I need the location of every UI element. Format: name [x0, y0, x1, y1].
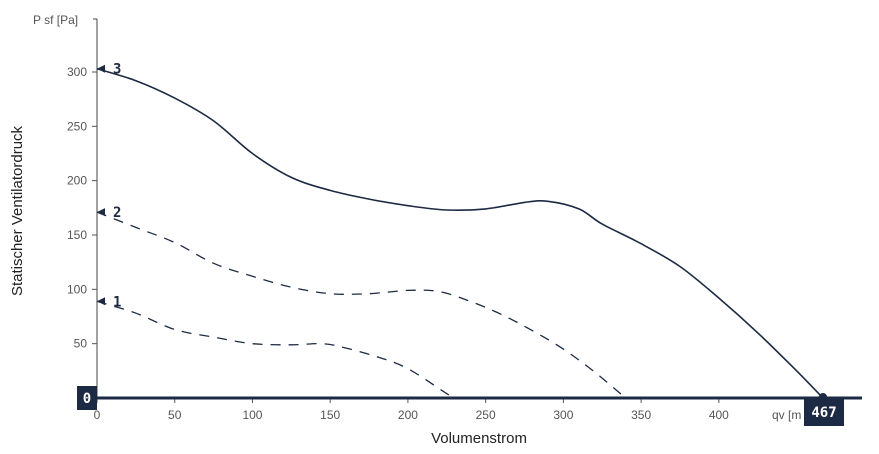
- range-end-label: 467: [811, 405, 836, 421]
- y-tick-label: 150: [67, 228, 87, 242]
- curve-2-line: [96, 211, 627, 399]
- curve-2-label: 2: [113, 205, 121, 221]
- x-unit-label: qv [m: [772, 408, 801, 422]
- x-tick-label: 300: [553, 408, 573, 422]
- curve-3-label: 3: [113, 62, 121, 78]
- curve-1-label: 1: [113, 294, 121, 310]
- range-end-box: [804, 398, 844, 426]
- curve-3-line: [96, 67, 824, 399]
- x-tick-label: 350: [631, 408, 651, 422]
- x-tick-label: 100: [242, 408, 262, 422]
- x-tick-label: 50: [168, 408, 182, 422]
- x-tick-label: 0: [94, 408, 101, 422]
- y-tick-label: 250: [67, 119, 87, 133]
- y-unit-label: P sf [Pa]: [33, 13, 78, 27]
- range-start-box: [77, 386, 97, 410]
- y-tick-label: 50: [74, 337, 88, 351]
- curve-3-marker: [97, 64, 105, 73]
- x-tick-label: 200: [398, 408, 418, 422]
- curve-1-marker: [97, 297, 105, 306]
- y-axis-title: Statischer Ventilatordruck: [9, 125, 26, 296]
- curve-1-line: [96, 300, 455, 399]
- x-tick-label: 250: [476, 408, 496, 422]
- range-start-label: 0: [83, 391, 91, 407]
- x-axis-title: Volumenstrom: [431, 430, 527, 447]
- y-tick-label: 200: [67, 174, 87, 188]
- y-tick-label: 300: [67, 65, 87, 79]
- x-tick-label: 150: [320, 408, 340, 422]
- y-tick-label: 100: [67, 282, 87, 296]
- x-tick-label: 400: [709, 408, 729, 422]
- curve-2-marker: [97, 208, 105, 217]
